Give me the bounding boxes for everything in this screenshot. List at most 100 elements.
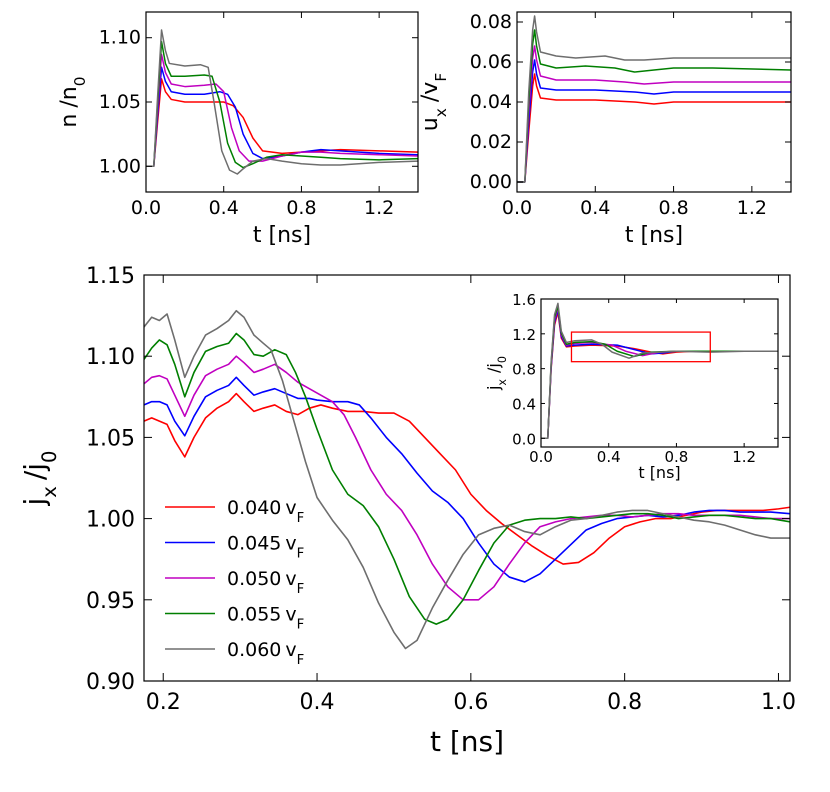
y-axis-label-ylabel-sep: / [57, 100, 82, 108]
x-axis-label: t [ns] [253, 223, 311, 248]
legend-value: 0.050 [227, 568, 281, 590]
y-tick-label: 1.10 [99, 27, 141, 49]
series-line-0.055 [146, 40, 418, 169]
x-tick-label: 0.8 [664, 448, 688, 466]
x-axis-label: t [ns] [638, 463, 680, 482]
legend-unit: v [285, 639, 296, 661]
legend-value: 0.045 [227, 533, 281, 555]
series-line-0.045 [146, 66, 418, 168]
y-tick-label: 0.8 [512, 361, 536, 379]
legend-unit-sub: F [297, 582, 305, 597]
y-axis-label: jx/j0 [18, 450, 61, 506]
y-axis-label-ylabel-sep: / [484, 367, 503, 373]
x-tick-label: 0.8 [658, 197, 688, 219]
legend-label-0.050: 0.050 vF [227, 568, 304, 597]
y-tick-label: 0.08 [470, 11, 512, 33]
x-tick-label: 0.4 [580, 197, 610, 219]
y-axis-label-ylabel-base: n [57, 86, 82, 100]
y-tick-label: 1.2 [512, 326, 536, 344]
y-axis-label-ylabel-main: j [484, 386, 503, 391]
series-line-0.050 [146, 53, 418, 168]
legend-value: 0.055 [227, 604, 281, 626]
legend-unit: v [285, 604, 296, 626]
x-tick-label: 0.0 [529, 448, 553, 466]
y-axis-label: jx/j0 [484, 356, 509, 391]
legend-unit: v [285, 533, 296, 555]
y-tick-label: 0.4 [512, 395, 536, 413]
series-line-0.060 [541, 302, 778, 440]
y-axis-label-ylabel-main-sub: x [496, 379, 509, 386]
y-axis-label-ylabel-main: j [18, 498, 51, 507]
y-axis-label-ylabel-sub: 0 [496, 356, 509, 363]
y-axis-label-ylabel-main-sub: x [432, 108, 450, 117]
x-tick-label: 0.4 [597, 448, 621, 466]
series-line-0.045 [517, 59, 791, 183]
x-tick-label: 1.2 [737, 197, 767, 219]
x-tick-label: 1.2 [364, 197, 394, 219]
y-tick-label: 0.90 [86, 670, 135, 695]
y-axis-label-ylabel-main-sub: x [38, 486, 61, 498]
series-line-0.055 [144, 332, 790, 625]
inset-chart: 0.0 0.4 0.8 1.20.00.40.81.21.6t [ns]jx/j0 [484, 291, 779, 482]
x-tick-label: 0.0 [502, 197, 532, 219]
x-axis-label: t [ns] [430, 725, 504, 758]
y-axis-label-ylabel-base: v [418, 82, 443, 95]
series-line-0.040 [146, 78, 418, 168]
y-tick-label: 0.02 [470, 131, 512, 153]
y-axis-label-ylabel-base: j [18, 463, 51, 472]
density-series-group [146, 29, 418, 175]
y-tick-label: 0.04 [470, 91, 512, 113]
series-line-0.060 [517, 15, 791, 183]
y-axis-label-ylabel-base: j [484, 363, 503, 368]
legend-label-0.060: 0.060 vF [227, 639, 304, 668]
series-line-0.060 [144, 309, 790, 650]
inset-axes-frame [540, 298, 779, 448]
y-axis-label-ylabel-sub: 0 [71, 76, 89, 86]
legend-unit-sub: F [297, 653, 305, 668]
y-axis-label-ylabel-main: n [57, 114, 82, 128]
legend-unit-sub: F [297, 546, 305, 561]
x-tick-label: 0.6 [453, 690, 488, 715]
x-axis-label: t [ns] [625, 223, 683, 248]
y-tick-label: 1.6 [512, 291, 536, 309]
x-tick-label: 0.4 [209, 197, 239, 219]
x-tick-label: 0.8 [607, 690, 642, 715]
series-line-0.055 [517, 29, 791, 183]
x-tick-label: 0.2 [146, 690, 181, 715]
series-line-0.060 [146, 29, 418, 175]
legend-unit: v [285, 497, 296, 519]
y-tick-label: 1.10 [86, 345, 135, 370]
legend-label-0.055: 0.055 vF [227, 604, 304, 633]
y-tick-label: 1.00 [86, 508, 135, 533]
legend-unit-sub: F [297, 617, 305, 632]
density-chart: 0.0 0.4 0.8 1.21.001.051.10t [ns]n/n0 [57, 11, 419, 248]
y-axis-label-ylabel-sep: / [418, 94, 443, 102]
x-tick-label: 0.8 [286, 197, 316, 219]
series-line-0.050 [517, 45, 791, 183]
x-tick-label: 0.4 [300, 690, 335, 715]
current-series-group [144, 309, 790, 650]
y-axis-label-ylabel-sub: 0 [38, 450, 61, 462]
y-axis-label-ylabel-sub: F [432, 73, 450, 82]
legend-label-0.040: 0.040 vF [227, 497, 304, 526]
inset-background [541, 299, 778, 447]
x-tick-label: 1.2 [732, 448, 756, 466]
y-axis-label: n/n0 [57, 76, 89, 127]
x-tick-label: 1.0 [761, 690, 796, 715]
y-tick-label: 1.00 [99, 155, 141, 177]
legend-value: 0.040 [227, 497, 281, 519]
current-axes-frame [143, 274, 791, 682]
inset-zoom-box [570, 331, 711, 363]
inset-series-group [541, 302, 778, 440]
y-tick-label: 0.06 [470, 51, 512, 73]
y-tick-label: 0.00 [470, 171, 512, 193]
legend-unit: v [285, 568, 296, 590]
series-line-0.040 [517, 73, 791, 183]
x-tick-label: 0.0 [131, 197, 161, 219]
y-tick-label: 1.05 [86, 426, 135, 451]
y-tick-label: 0.95 [86, 589, 135, 614]
y-tick-label: 1.05 [99, 91, 141, 113]
y-axis-label: ux /vF [418, 73, 450, 131]
y-tick-label: 1.15 [86, 264, 135, 289]
